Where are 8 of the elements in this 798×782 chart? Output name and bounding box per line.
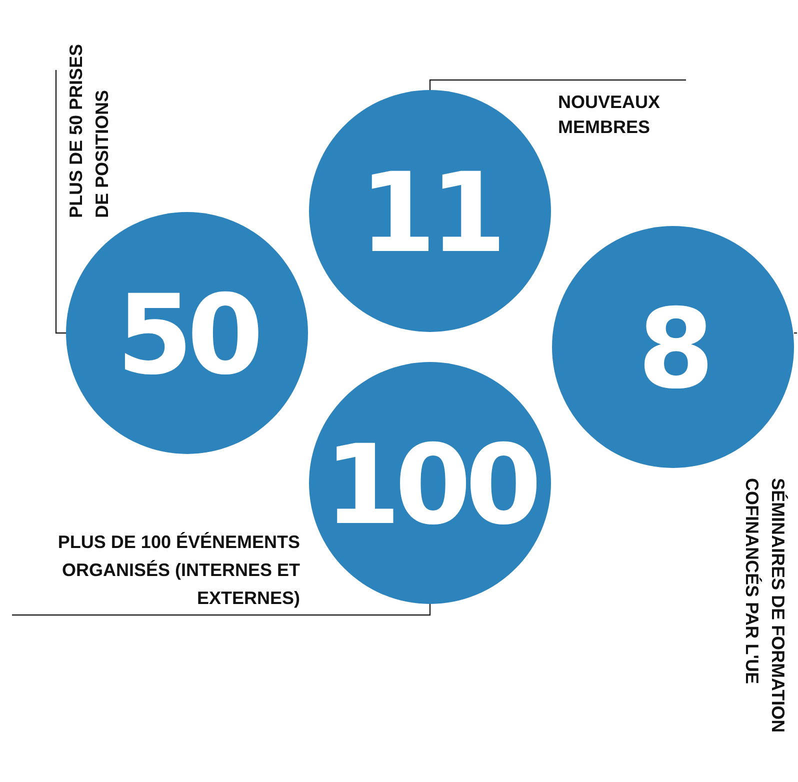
data-label: 50 — [116, 271, 259, 399]
data-label: 8 — [638, 285, 708, 413]
data-label: 100 — [324, 421, 538, 549]
category-label: NOUVEAUX MEMBRES — [558, 92, 660, 137]
data-label: 11 — [359, 149, 501, 277]
category-label: PLUS DE 50 PRISES DE POSITIONS — [66, 44, 112, 218]
category-label: PLUS DE 100 ÉVÉNEMENTS ORGANISÉS (INTERNES ET EXTERNES) — [58, 532, 300, 608]
category-label: SÉMINAIRES DE FORMATION COFINANCÉS PAR L'UE — [742, 478, 788, 733]
